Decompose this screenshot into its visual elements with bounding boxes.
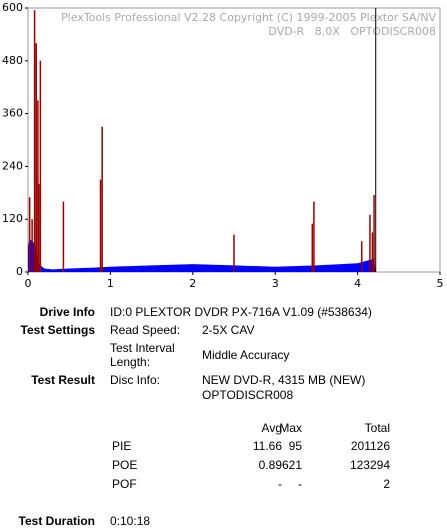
value: OPTODISCR008: [202, 388, 294, 402]
chart: PlexTools Professional V2.28 Copyright (…: [2, 1, 444, 290]
y-tick-label: 600: [2, 1, 23, 14]
row-label: PIE: [112, 439, 132, 453]
value: NEW DVD-R, 4315 MB (NEW): [202, 373, 366, 387]
y-tick-label: 240: [2, 159, 23, 172]
cell: 123294: [349, 458, 390, 472]
column-header: Max: [279, 421, 302, 435]
y-tick-label: 360: [2, 107, 23, 120]
chart-subtitle: DVD-R 8.0X OPTODISCR008: [268, 25, 436, 38]
label: Test Settings: [20, 323, 95, 337]
cell: -: [278, 477, 282, 491]
label: Test Interval Length:: [110, 341, 175, 369]
x-tick-label: 4: [354, 277, 361, 290]
x-tick-label: 3: [272, 277, 279, 290]
cell: 0.89: [258, 458, 282, 472]
x-tick-label: 1: [107, 277, 114, 290]
pie-area: [28, 239, 376, 272]
label: Test Duration: [18, 514, 95, 528]
value: 0:10:18: [110, 514, 151, 528]
value: Middle Accuracy: [202, 348, 290, 362]
cell: 201126: [350, 439, 390, 453]
label: Read Speed:: [110, 323, 181, 337]
x-tick-label: 5: [437, 277, 444, 290]
chart-title: PlexTools Professional V2.28 Copyright (…: [61, 11, 436, 24]
row-label: POF: [112, 477, 137, 491]
cell: -: [298, 477, 302, 491]
x-tick-label: 0: [25, 277, 32, 290]
value: 2-5X CAV: [202, 323, 255, 337]
y-tick-label: 120: [2, 212, 23, 225]
row-label: POE: [112, 458, 138, 472]
y-tick-label: 480: [2, 54, 23, 67]
y-tick-label: 0: [16, 265, 23, 278]
cell: 2: [383, 477, 390, 491]
x-tick-label: 2: [189, 277, 196, 290]
column-header: Total: [364, 421, 390, 435]
plot-area: [27, 7, 441, 273]
label: Disc Info:: [110, 373, 161, 387]
value: ID:0 PLEXTOR DVDR PX-716A V1.09 (#538634…: [110, 305, 372, 319]
cell: 621: [281, 458, 302, 472]
label: Test Result: [31, 373, 95, 387]
label: Drive Info: [39, 305, 95, 319]
column-header: Avg: [261, 421, 282, 435]
cell: 95: [288, 439, 302, 453]
cell: 11.66: [252, 439, 282, 453]
